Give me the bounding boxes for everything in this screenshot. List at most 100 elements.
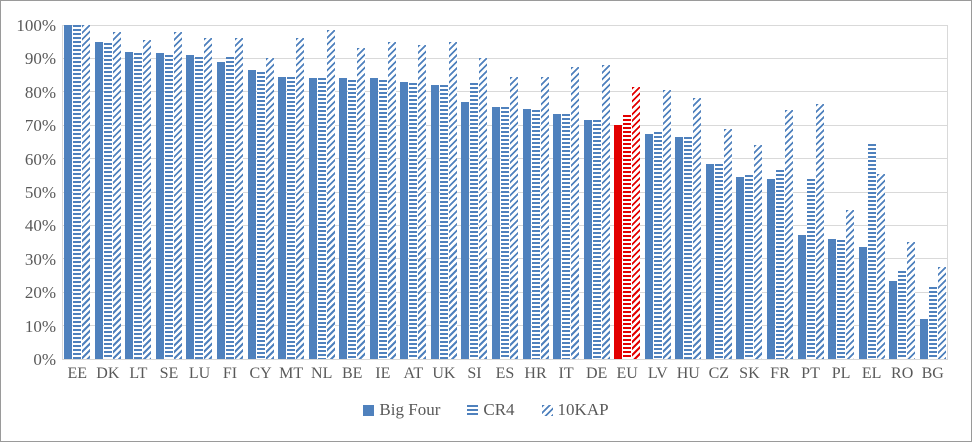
bar-pl-cr4 — [837, 240, 846, 359]
bar-uk-big-four — [430, 85, 439, 359]
bar-lv-cr4 — [653, 131, 662, 359]
bar-fr-cr4 — [775, 170, 784, 359]
x-axis-label-ro: RO — [891, 365, 914, 382]
bar-group-ie — [368, 25, 399, 359]
bar-lv-10kap — [662, 90, 671, 359]
legend-label: 10KAP — [557, 400, 609, 419]
gridline — [62, 91, 948, 93]
bar-sk-10kap — [754, 145, 763, 359]
bar-lv-big-four — [644, 133, 653, 359]
bar-group-hr — [520, 25, 551, 359]
bar-es-big-four — [491, 106, 500, 359]
legend-label: Big Four — [379, 400, 441, 419]
x-axis-label-el: EL — [861, 365, 882, 382]
bar-cy-big-four — [247, 70, 256, 359]
legend-swatch-icon-10kap — [541, 404, 553, 416]
bar-nl-big-four — [308, 78, 317, 359]
x-axis-label-at: AT — [403, 365, 424, 382]
bar-it-cr4 — [562, 113, 571, 359]
bar-group-lt — [123, 25, 154, 359]
y-axis-tick-label: 0% — [33, 350, 56, 369]
bar-group-bg — [917, 25, 948, 359]
bar-eu-cr4 — [623, 115, 632, 359]
bar-si-big-four — [461, 101, 470, 359]
bar-lu-cr4 — [195, 56, 204, 359]
bar-group-cz — [704, 25, 735, 359]
bar-group-it — [551, 25, 582, 359]
bar-pt-big-four — [797, 235, 806, 359]
y-axis-tick-label: 20% — [24, 283, 56, 303]
bar-group-se — [154, 25, 185, 359]
bar-it-10kap — [571, 66, 580, 359]
bar-ro-cr4 — [898, 270, 907, 359]
bar-nl-cr4 — [317, 78, 326, 359]
bar-group-de — [581, 25, 612, 359]
bar-group-be — [337, 25, 368, 359]
bar-cy-cr4 — [256, 71, 265, 359]
bar-ro-big-four — [889, 280, 898, 359]
bar-be-big-four — [339, 78, 348, 359]
y-axis: 0% 10% 20% 30% 40% 50% 60% 70% 80% 90% 100% — [1, 1, 56, 441]
bar-pl-big-four — [828, 238, 837, 359]
gridline — [62, 57, 948, 59]
bar-el-cr4 — [867, 143, 876, 359]
bar-cz-10kap — [723, 128, 732, 359]
bar-hr-cr4 — [531, 110, 540, 359]
y-axis-tick-label: 80% — [24, 82, 56, 102]
x-axis-label-nl: NL — [311, 365, 333, 382]
x-axis-label-eu: EU — [616, 365, 638, 382]
plot-area — [62, 24, 948, 360]
bar-group-fi — [215, 25, 246, 359]
bar-bg-cr4 — [928, 287, 937, 359]
x-axis: EE DK LT SE LU FI CY MT NL BE IE AT UK SI ES HR IT DE EU LV… — [62, 365, 948, 385]
x-axis-label-cz: CZ — [708, 365, 730, 382]
bar-ee-big-four — [64, 25, 73, 359]
bar-group-eu — [612, 25, 643, 359]
bar-group-fr — [765, 25, 796, 359]
bar-mt-cr4 — [287, 76, 296, 359]
bar-lu-10kap — [204, 38, 213, 359]
x-axis-label-uk: UK — [432, 365, 456, 382]
y-axis-tick-label: 90% — [24, 49, 56, 69]
bar-group-ro — [887, 25, 918, 359]
bar-fi-cr4 — [226, 56, 235, 359]
bar-dk-10kap — [112, 31, 121, 359]
y-axis-tick-label: 10% — [24, 316, 56, 336]
bar-group-dk — [93, 25, 124, 359]
bar-ro-10kap — [907, 242, 916, 359]
x-axis-label-lu: LU — [188, 365, 211, 382]
y-axis-tick-label: 40% — [24, 216, 56, 236]
x-axis-label-cy: CY — [249, 365, 272, 382]
bar-lt-10kap — [143, 40, 152, 359]
x-axis-label-se: SE — [159, 365, 179, 382]
bar-ie-10kap — [387, 41, 396, 359]
legend-item-cr4: CR4 — [467, 400, 515, 420]
legend-item-big-four: Big Four — [363, 400, 440, 420]
x-axis-label-it: IT — [558, 365, 574, 382]
bar-group-pt — [795, 25, 826, 359]
plot-area-border — [947, 25, 948, 359]
bar-group-ee — [62, 25, 93, 359]
bar-fi-big-four — [217, 61, 226, 359]
bar-de-big-four — [583, 120, 592, 359]
bar-it-big-four — [553, 113, 562, 359]
bar-se-10kap — [173, 31, 182, 359]
x-axis-label-si: SI — [467, 365, 482, 382]
bar-eu-big-four — [614, 125, 623, 359]
bar-eu-10kap — [632, 86, 641, 359]
bar-hu-cr4 — [684, 136, 693, 359]
bar-lu-big-four — [186, 55, 195, 359]
bar-es-cr4 — [500, 106, 509, 359]
bar-bg-10kap — [937, 267, 946, 359]
x-axis-label-bg: BG — [921, 365, 944, 382]
x-axis-label-de: DE — [585, 365, 608, 382]
bar-se-big-four — [155, 53, 164, 359]
x-axis-label-ee: EE — [67, 365, 88, 382]
bar-sk-cr4 — [745, 175, 754, 359]
bar-dk-big-four — [94, 41, 103, 359]
x-axis-label-es: ES — [495, 365, 515, 382]
x-axis-label-lt: LT — [129, 365, 148, 382]
bar-group-lv — [642, 25, 673, 359]
plot-area-border — [62, 25, 63, 359]
